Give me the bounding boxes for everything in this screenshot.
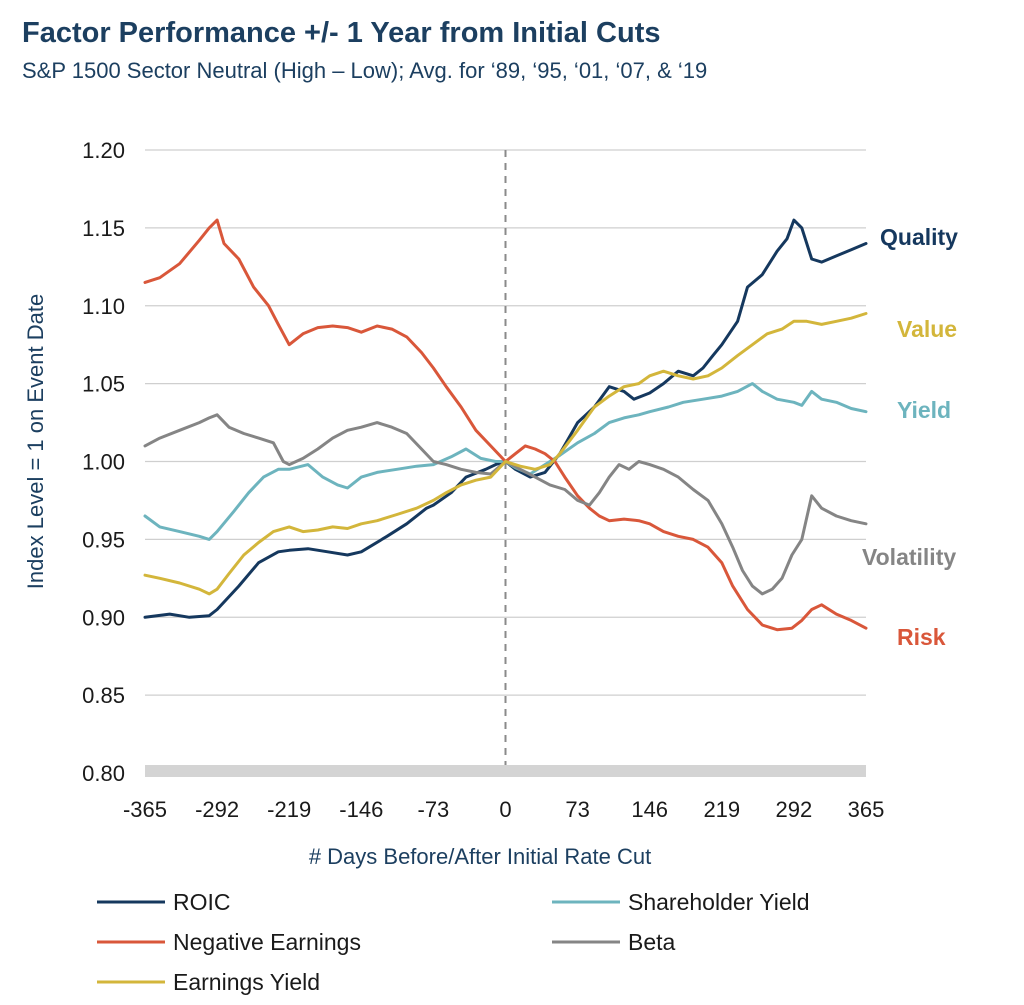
x-tick-label: -146 [339, 797, 383, 822]
x-tick-label: 219 [703, 797, 740, 822]
series-lines [143, 218, 868, 632]
series-line-negative-earnings [143, 218, 868, 632]
x-tick-label: 73 [565, 797, 589, 822]
legend-label: Earnings Yield [173, 969, 320, 995]
y-axis-label: Index Level = 1 on Event Date [23, 294, 48, 589]
y-tick-label: 1.20 [82, 138, 125, 163]
legend-label: Negative Earnings [173, 929, 361, 955]
legend-label: Beta [628, 929, 676, 955]
y-tick-label: 1.10 [82, 294, 125, 319]
x-tick-label: 0 [499, 797, 511, 822]
y-tick-label: 0.85 [82, 683, 125, 708]
x-tick-label: 365 [848, 797, 885, 822]
x-tick-label: -73 [418, 797, 450, 822]
y-tick-label: 0.80 [82, 761, 125, 786]
legend-label: ROIC [173, 889, 231, 915]
legend-item-negative-earnings: Negative Earnings [97, 929, 361, 955]
series-end-labels: Quality Yield Risk Volatility Value [862, 224, 958, 650]
y-tick-label: 1.15 [82, 216, 125, 241]
x-tick-label: -292 [195, 797, 239, 822]
end-label-yield: Yield [897, 397, 951, 423]
legend-item-earnings-yield: Earnings Yield [97, 969, 320, 995]
legend: ROIC Shareholder Yield Negative Earnings Be… [97, 889, 810, 995]
y-tick-label: 1.00 [82, 450, 125, 475]
y-axis-ticks: 1.20 1.15 1.10 1.05 1.00 0.95 0.90 0.85 0.80 [82, 138, 125, 786]
legend-item-shareholder-yield: Shareholder Yield [552, 889, 810, 915]
x-axis-band [145, 765, 866, 777]
end-label-risk: Risk [897, 624, 946, 650]
y-tick-label: 0.90 [82, 605, 125, 630]
chart-title: Factor Performance +/- 1 Year from Initi… [22, 17, 660, 49]
y-tick-label: 1.05 [82, 372, 125, 397]
x-axis-ticks: -365 -292 -219 -146 -73 0 73 146 219 292 365 [123, 797, 884, 822]
legend-label: Shareholder Yield [628, 889, 810, 915]
legend-item-beta: Beta [552, 929, 676, 955]
chart-subtitle: S&P 1500 Sector Neutral (High – Low); Av… [22, 58, 707, 83]
legend-item-roic: ROIC [97, 889, 231, 915]
series-line-earnings-yield [143, 312, 868, 596]
end-label-quality: Quality [880, 224, 958, 250]
y-tick-label: 0.95 [82, 527, 125, 552]
x-tick-label: -219 [267, 797, 311, 822]
end-label-value: Value [897, 316, 957, 342]
x-tick-label: -365 [123, 797, 167, 822]
x-axis-label: # Days Before/After Initial Rate Cut [309, 844, 651, 869]
series-line-beta [143, 413, 868, 596]
x-tick-label: 146 [631, 797, 668, 822]
end-label-volatility: Volatility [862, 544, 956, 570]
x-tick-label: 292 [776, 797, 813, 822]
